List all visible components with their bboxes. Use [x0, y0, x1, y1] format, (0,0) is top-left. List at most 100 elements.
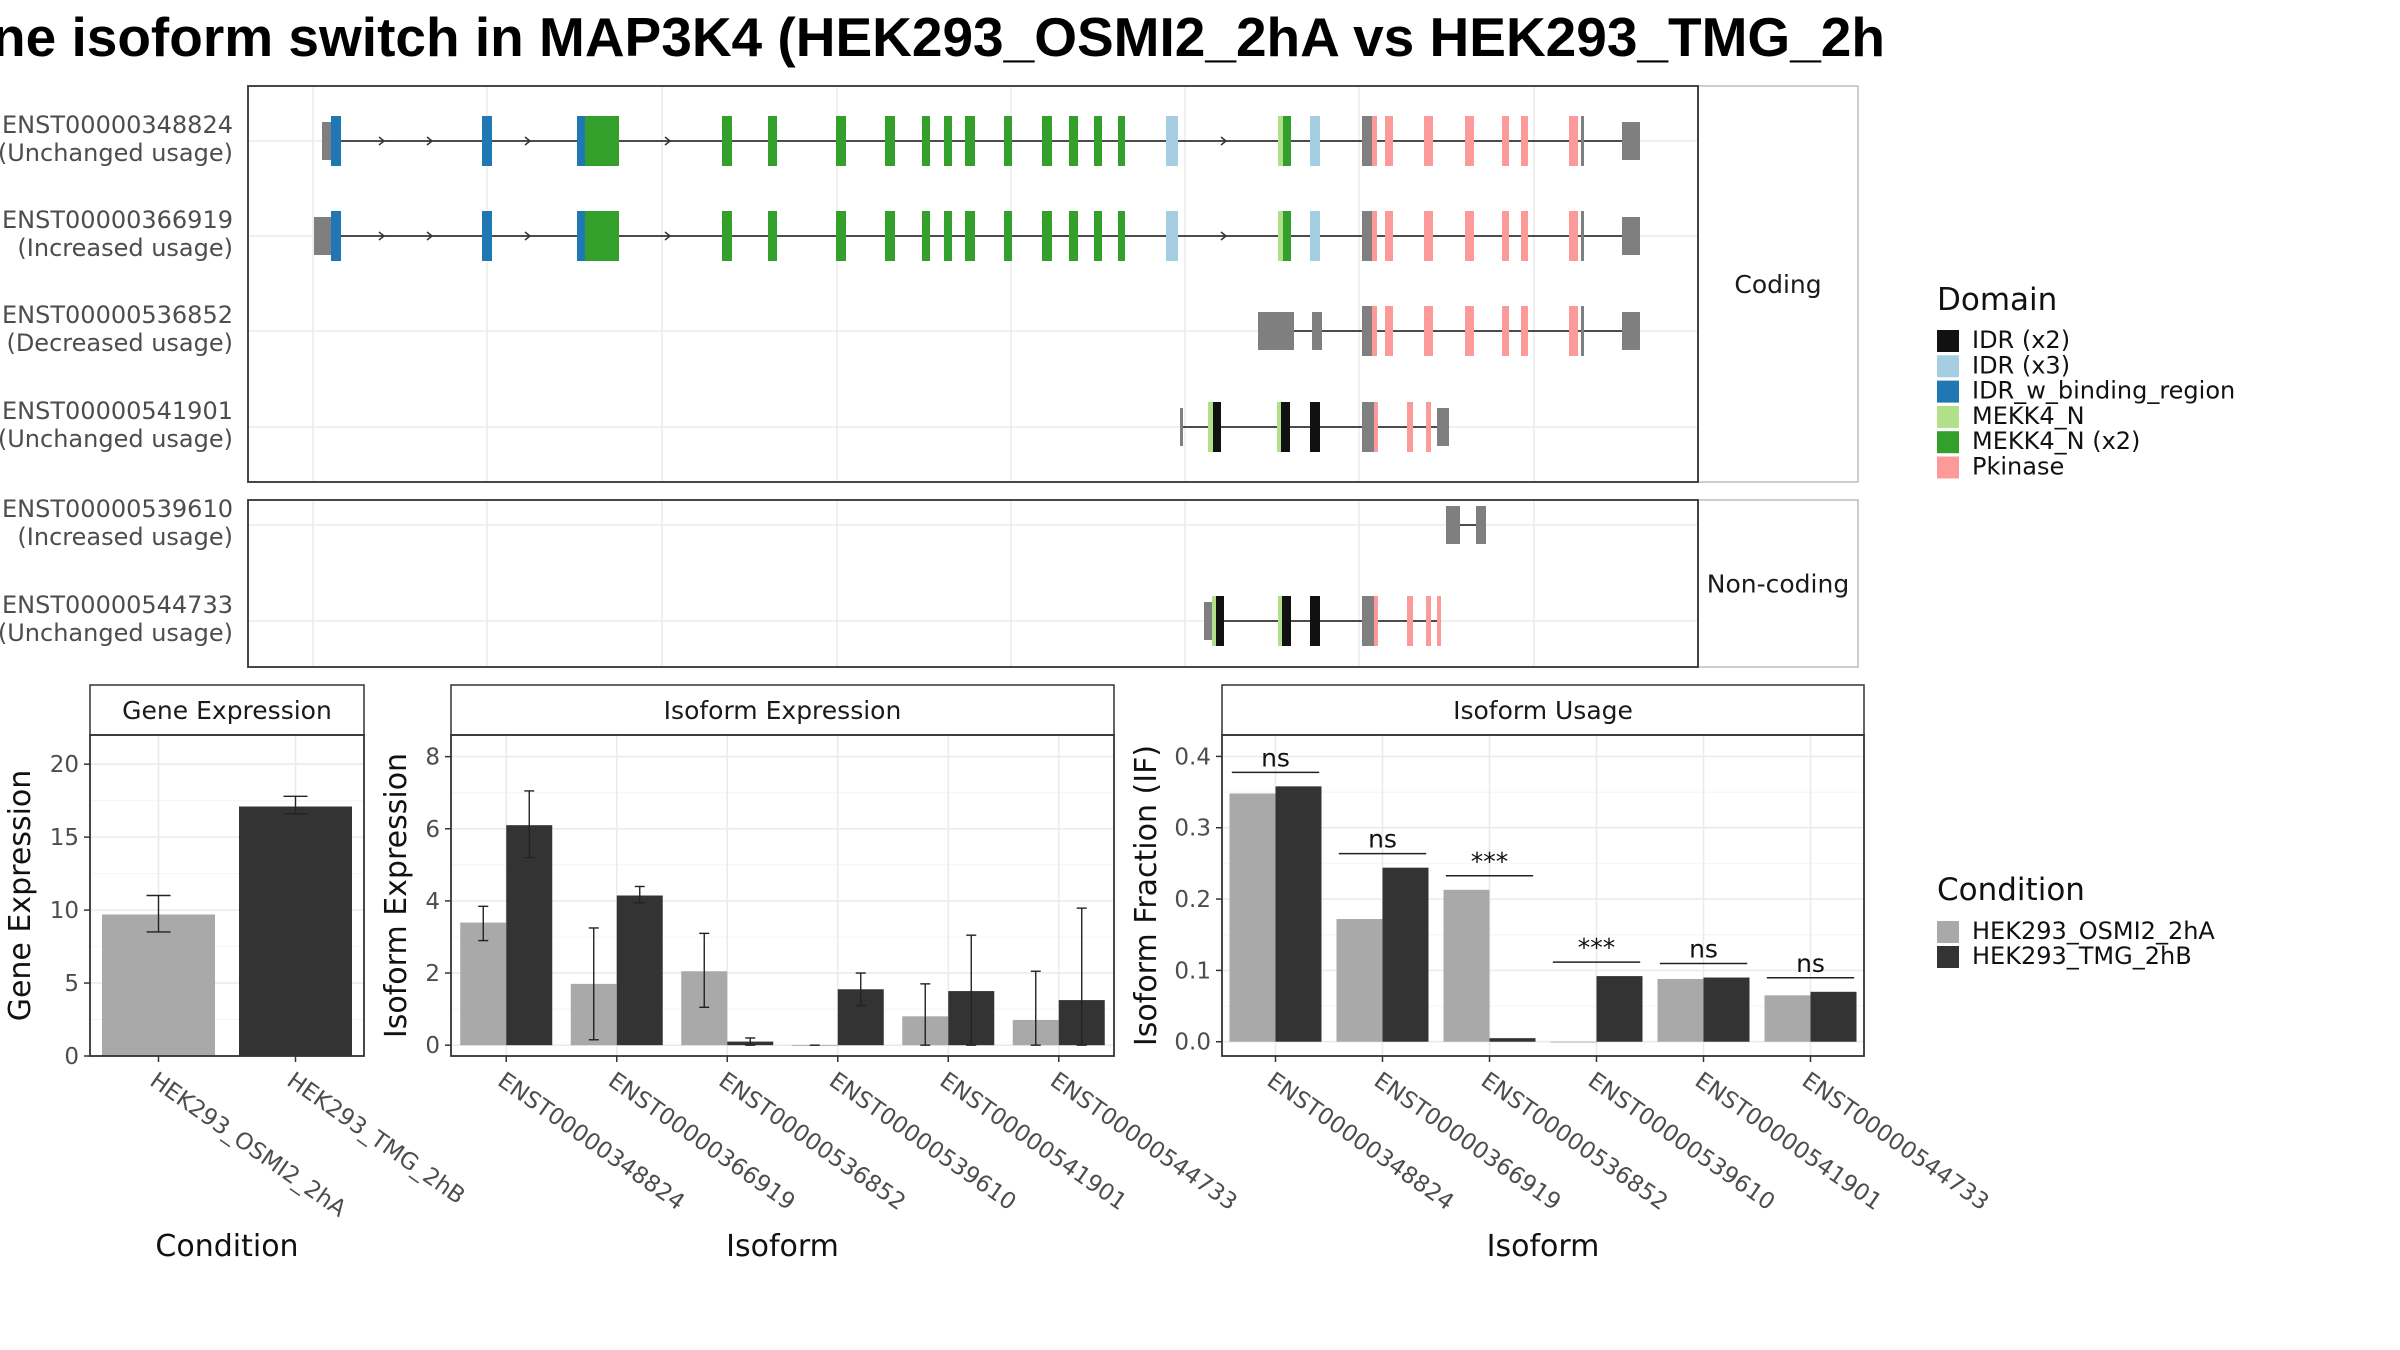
exon	[482, 116, 492, 166]
transcript-usage-label: (Unchanged usage)	[0, 619, 233, 647]
exon	[1622, 217, 1640, 255]
exon	[1424, 306, 1433, 356]
x-tick-label: ENST00000348824	[493, 1068, 689, 1216]
panel-title: Isoform Expression	[664, 696, 902, 725]
exon	[1465, 211, 1474, 261]
exon	[1362, 116, 1374, 166]
structure-panel-border	[247, 85, 1699, 483]
domain-legend-label: MEKK4_N (x2)	[1972, 427, 2140, 455]
exon	[1362, 306, 1374, 356]
y-tick-label: 15	[50, 825, 79, 851]
transcript-usage-label: (Unchanged usage)	[0, 139, 233, 167]
exon	[1569, 306, 1578, 356]
exon	[1362, 402, 1374, 452]
facet-strip-label: Coding	[1734, 270, 1821, 299]
exon	[1283, 116, 1291, 166]
exon	[1310, 116, 1320, 166]
panel-strip	[89, 684, 365, 736]
exon	[1581, 211, 1584, 261]
exon	[1283, 211, 1291, 261]
isoform-usage-panel: Isoform Usage ns ns *** *** ns ns 0.0 0.1 0.2 0.3 0…	[1129, 684, 1993, 1264]
x-tick-label: ENST00000536852	[1476, 1068, 1672, 1216]
facet-strip	[1697, 85, 1859, 483]
exon	[1437, 596, 1441, 646]
y-axis-title: Gene Expression	[3, 770, 38, 1022]
bar	[1229, 793, 1276, 1042]
x-axis-title: Isoform	[1487, 1229, 1600, 1264]
exon	[965, 116, 975, 166]
exon	[1216, 596, 1224, 646]
transcript-id-label: ENST00000541901	[2, 397, 233, 425]
domain-legend-title: Domain	[1937, 282, 2057, 318]
transcript-id-label: ENST00000348824	[2, 111, 233, 139]
exon	[585, 116, 607, 166]
x-axis-title: Condition	[155, 1229, 298, 1264]
exon	[885, 211, 895, 261]
domain-legend: Domain IDR (x2)IDR (x3)IDR_w_binding_regi…	[1937, 282, 2235, 481]
exon	[922, 211, 930, 261]
exon	[607, 116, 619, 166]
exon	[577, 116, 587, 166]
exon	[1069, 211, 1078, 261]
exon	[1407, 596, 1413, 646]
transcript-id-label: ENST00000544733	[2, 591, 233, 619]
transcript-usage-label: (Increased usage)	[17, 234, 233, 262]
significance-label: ***	[1471, 847, 1509, 876]
legend-swatch	[1937, 921, 1959, 943]
transcript-id-label: ENST00000536852	[2, 301, 233, 329]
exon	[1426, 402, 1431, 452]
legend-swatch	[1937, 355, 1959, 378]
bar	[1275, 786, 1322, 1042]
y-axis-title: Isoform Expression	[379, 753, 414, 1038]
exon	[1437, 408, 1449, 446]
condition-legend-label: HEK293_OSMI2_2hA	[1972, 917, 2215, 945]
structure-panel-border	[247, 499, 1699, 668]
x-tick-label: ENST00000539610	[1583, 1068, 1779, 1216]
exon	[1042, 116, 1052, 166]
y-tick-label: 6	[425, 817, 440, 843]
exon	[1277, 402, 1281, 452]
transcript-model	[1446, 506, 1486, 544]
isoform-expression-panel: Isoform Expression02468ENST00000348824EN…	[379, 684, 1242, 1264]
x-tick-label: ENST00000366919	[603, 1068, 799, 1216]
exon	[1385, 116, 1393, 166]
exon	[1372, 116, 1377, 166]
exon	[965, 211, 975, 261]
panel-strip	[1221, 684, 1865, 736]
y-tick-label: 0.3	[1174, 816, 1211, 842]
exon	[1622, 122, 1640, 160]
exon	[1004, 211, 1012, 261]
x-tick-label: ENST00000544733	[1045, 1068, 1241, 1216]
x-tick-label: ENST00000541901	[935, 1068, 1131, 1216]
exon	[1213, 402, 1221, 452]
exon	[1581, 306, 1584, 356]
strand-arrow	[664, 231, 672, 241]
legends: Domain IDR (x2)IDR (x3)IDR_w_binding_regi…	[1937, 282, 2235, 970]
significance-label: ns	[1796, 949, 1825, 978]
exon	[1407, 402, 1413, 452]
strand-arrow	[524, 136, 532, 146]
strand-arrow	[378, 231, 386, 241]
exon	[1502, 306, 1509, 356]
domain-legend-label: MEKK4_N	[1972, 402, 2085, 430]
y-tick-label: 8	[425, 745, 440, 771]
legend-swatch	[1937, 456, 1959, 479]
exon	[1004, 116, 1012, 166]
exon	[1278, 116, 1283, 166]
exon	[482, 211, 492, 261]
bar	[1336, 919, 1383, 1042]
y-tick-label: 0.4	[1174, 744, 1211, 770]
exon	[1385, 306, 1393, 356]
exon	[314, 217, 332, 255]
exon	[1094, 211, 1102, 261]
panel-border	[1221, 734, 1865, 1057]
exon	[922, 116, 930, 166]
transcript-model	[1204, 596, 1441, 646]
y-tick-label: 5	[64, 971, 79, 997]
exon	[1622, 312, 1640, 350]
x-axis-title: Isoform	[726, 1229, 839, 1264]
condition-legend-label: HEK293_TMG_2hB	[1972, 942, 2192, 970]
exon	[1166, 116, 1178, 166]
